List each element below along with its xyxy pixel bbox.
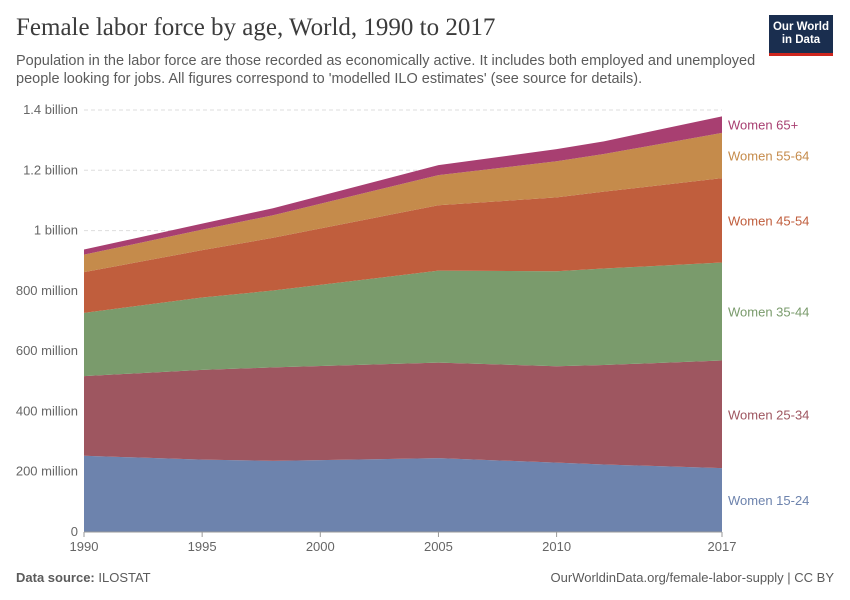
y-tick-label: 600 million [16, 343, 78, 358]
logo-line-1: Our World [772, 21, 829, 33]
y-tick-label: 200 million [16, 464, 78, 479]
owid-logo[interactable]: Our World in Data [769, 15, 833, 56]
area-women-35-44[interactable] [84, 262, 722, 377]
chart-title: Female labor force by age, World, 1990 t… [16, 14, 496, 41]
y-tick-label: 400 million [16, 403, 78, 418]
url-license[interactable]: OurWorldinData.org/female-labor-supply |… [550, 570, 834, 585]
series-labels: Women 15-24 Women 25-34 Women 35-44 Women 4… [728, 118, 809, 508]
area-women-25-34[interactable] [84, 360, 722, 469]
y-tick-label: 800 million [16, 283, 78, 298]
y-tick-label: 0 [71, 524, 78, 539]
y-tick-label: 1.4 billion [23, 102, 78, 117]
x-tick-label: 2010 [542, 539, 571, 554]
data-source: Data source: ILOSTAT [16, 570, 151, 585]
x-tick-label: 2000 [306, 539, 335, 554]
y-tick-label: 1.2 billion [23, 162, 78, 177]
axes: 0 200 million 400 million 600 million 800 mi… [16, 102, 737, 554]
data-source-label: Data source: [16, 570, 95, 585]
area-women-45-54[interactable] [84, 178, 722, 313]
x-tick-label: 1995 [188, 539, 217, 554]
data-source-value[interactable]: ILOSTAT [98, 570, 151, 585]
logo-line-2: in Data [781, 34, 821, 46]
series-label[interactable]: Women 55-64 [728, 149, 809, 164]
chart-subtitle: Population in the labor force are those … [16, 53, 756, 87]
x-tick-label: 2005 [424, 539, 453, 554]
x-tick-label: 2017 [708, 539, 737, 554]
x-tick-label: 1990 [70, 539, 99, 554]
y-tick-label: 1 billion [34, 223, 78, 238]
area-women-65[interactable] [84, 116, 722, 255]
area-women-15-24[interactable] [84, 455, 722, 532]
series-label[interactable]: Women 35-44 [728, 305, 809, 320]
series-label[interactable]: Women 25-34 [728, 407, 809, 422]
area-series [84, 116, 722, 532]
area-women-55-64[interactable] [84, 132, 722, 273]
series-label[interactable]: Women 65+ [728, 118, 798, 133]
series-label[interactable]: Women 15-24 [728, 493, 809, 508]
series-label[interactable]: Women 45-54 [728, 213, 809, 228]
